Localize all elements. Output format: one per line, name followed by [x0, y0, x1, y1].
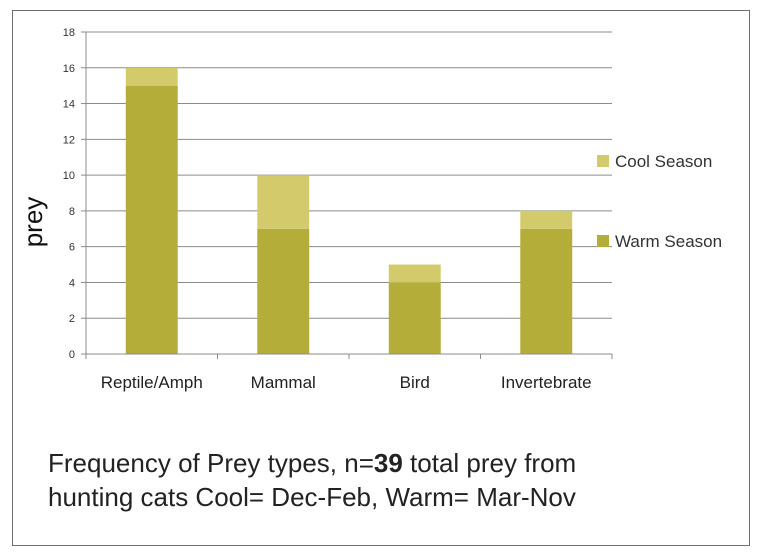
x-category-label: Reptile/Amph	[101, 373, 203, 392]
y-axis-label: prey	[18, 197, 48, 248]
caption-line-2: hunting cats Cool= Dec-Feb, Warm= Mar-No…	[48, 482, 576, 512]
bar-warm-season-mammal	[257, 228, 310, 354]
y-tick-label: 2	[69, 313, 75, 325]
y-tick-label: 4	[69, 277, 75, 289]
caption-line1-post: total prey from	[402, 448, 577, 478]
legend-swatch	[597, 235, 609, 247]
chart-caption: Frequency of Prey types, n=39 total prey…	[48, 446, 728, 514]
x-category-label: Mammal	[251, 373, 316, 392]
x-category-label: Invertebrate	[501, 373, 592, 392]
y-tick-label: 8	[69, 206, 75, 218]
y-tick-label: 10	[63, 170, 75, 182]
y-tick-label: 16	[63, 63, 75, 75]
bars	[125, 67, 573, 355]
y-tick-label: 0	[69, 349, 75, 361]
bar-cool-season-invertebrate	[520, 210, 573, 229]
bar-warm-season-invertebrate	[520, 228, 573, 354]
legend: Cool Season Warm Season	[597, 152, 722, 251]
y-tick-label: 18	[63, 27, 75, 39]
bar-cool-season-bird	[388, 264, 441, 283]
x-category-label: Bird	[400, 373, 430, 392]
caption-line1-pre: Frequency of Prey types, n=	[48, 448, 374, 478]
caption-count: 39	[373, 448, 403, 478]
y-tick-label: 14	[63, 99, 75, 111]
bar-warm-season-bird	[388, 282, 441, 354]
bar-cool-season-mammal	[257, 175, 310, 229]
y-tick-label: 6	[69, 242, 75, 254]
legend-label: Warm Season	[615, 232, 722, 251]
axes: 0 2 4 6 8 10 12 14 16 18 Reptile/Amph Mammal Bird Inv…	[63, 27, 613, 392]
bar-cool-season-reptile-amph	[125, 67, 178, 86]
caption-line-1: Frequency of Prey types, n=39 total prey…	[48, 446, 728, 480]
y-tick-label: 12	[63, 134, 75, 146]
bar-warm-season-reptile-amph	[125, 85, 178, 355]
legend-swatch	[597, 155, 609, 167]
legend-label: Cool Season	[615, 152, 712, 171]
